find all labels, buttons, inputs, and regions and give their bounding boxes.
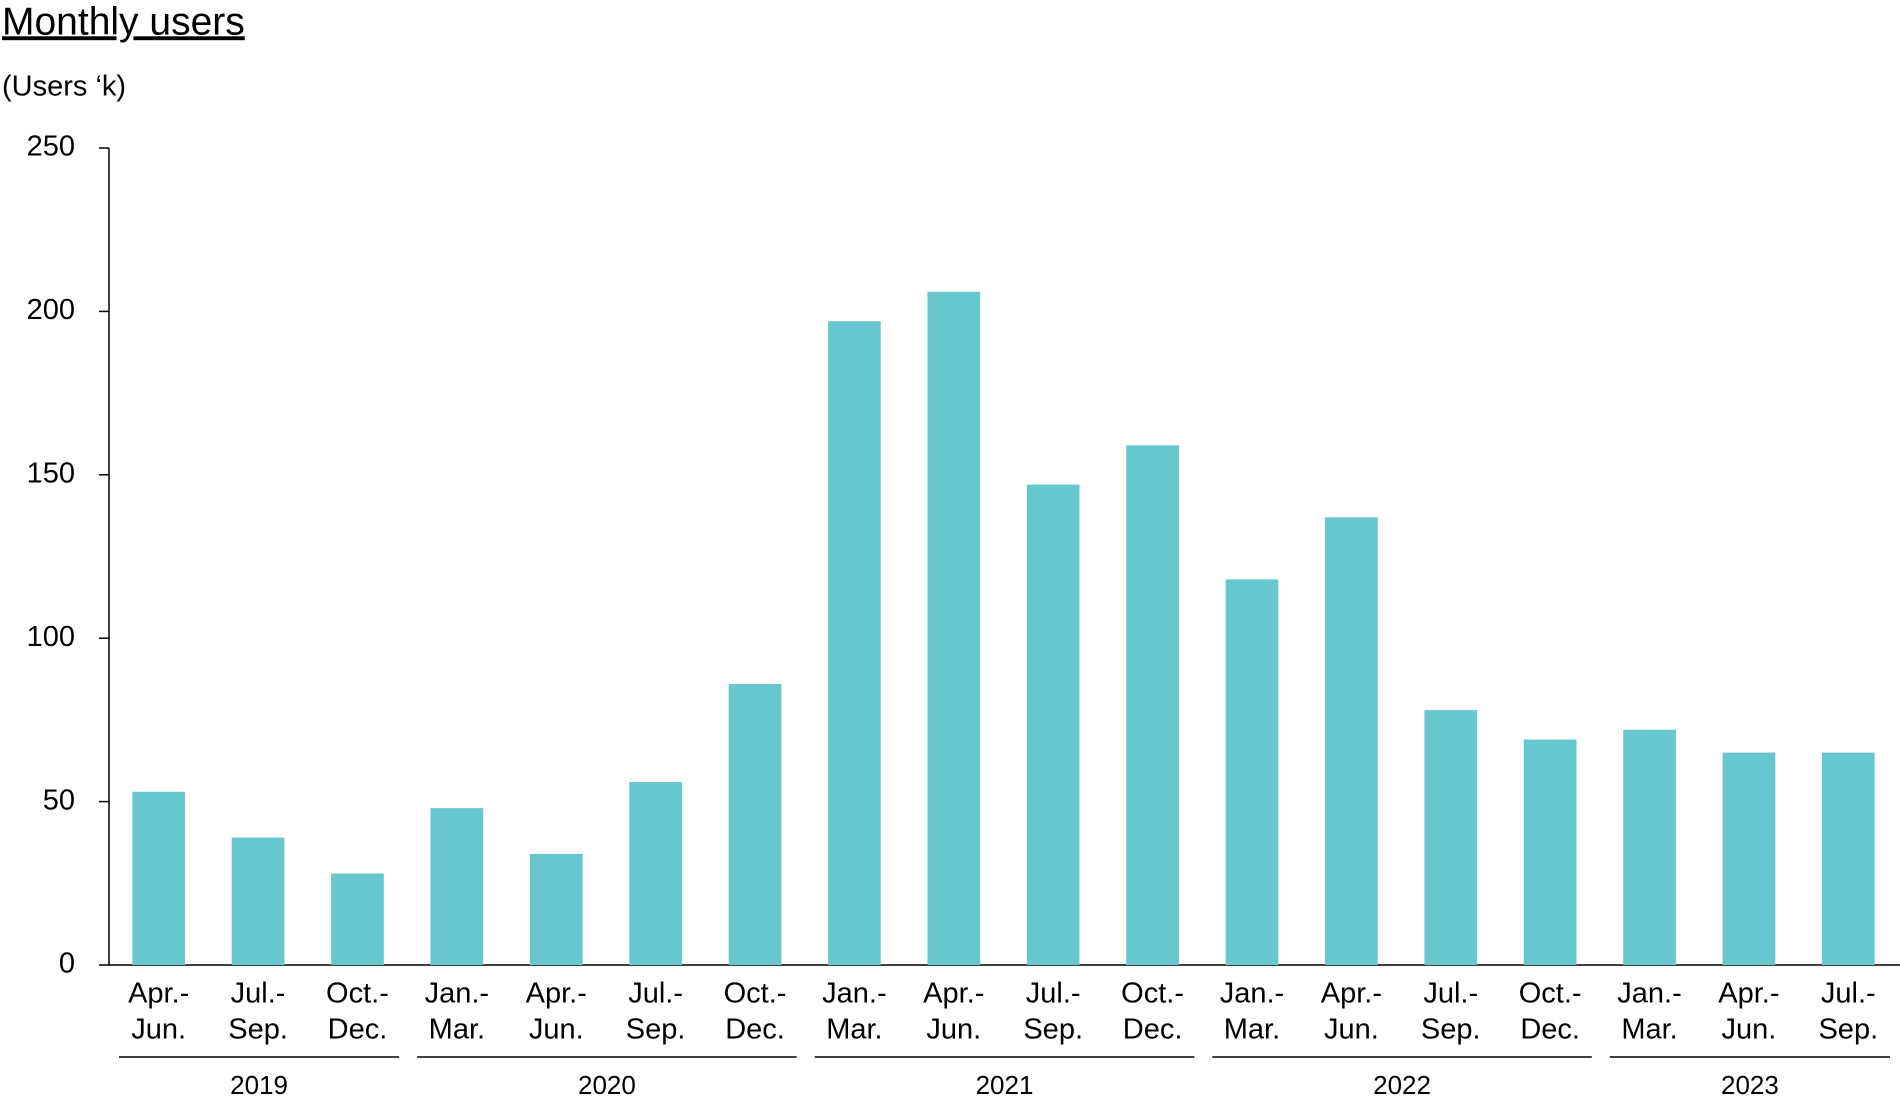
bar [1026, 484, 1080, 965]
x-tick-label: Oct.- [326, 978, 389, 1010]
x-tick-label: Sep. [228, 1014, 288, 1046]
x-tick-label: Jun. [926, 1014, 981, 1046]
x-tick-label: Jun. [1324, 1014, 1379, 1046]
bar [1821, 752, 1875, 965]
x-tick-label: Jan.- [1220, 978, 1284, 1010]
x-tick-label: Dec. [1520, 1014, 1580, 1046]
x-tick-label: Mar. [1224, 1014, 1280, 1046]
bar [132, 791, 186, 965]
bar [728, 683, 782, 965]
x-tick-label: Sep. [1818, 1014, 1878, 1046]
bar [828, 321, 881, 966]
year-label: 2020 [578, 1070, 636, 1100]
bar [430, 808, 484, 965]
x-tick-label: Apr.- [923, 978, 984, 1010]
x-tick-label: Dec. [328, 1014, 388, 1046]
bar [1623, 729, 1676, 965]
x-tick-label: Oct.- [1519, 978, 1582, 1010]
x-tick-label: Dec. [725, 1014, 785, 1046]
x-tick-label: Oct.- [1121, 978, 1184, 1010]
x-tick-label: Jul.- [231, 978, 286, 1010]
y-axis-label: (Users ‘k) [2, 71, 126, 103]
x-tick-label: Apr.- [526, 978, 587, 1010]
x-tick-label: Jul.- [1423, 978, 1478, 1010]
x-tick-label: Jan.- [1617, 978, 1681, 1010]
bar [231, 837, 285, 965]
year-label: 2022 [1373, 1070, 1431, 1100]
x-tick-label: Oct.- [724, 978, 787, 1010]
x-tick-label: Sep. [1023, 1014, 1083, 1046]
y-tick-label: 150 [27, 457, 75, 489]
x-tick-label: Dec. [1123, 1014, 1183, 1046]
x-tick-label: Apr.- [1718, 978, 1779, 1010]
bar [1225, 579, 1279, 965]
x-tick-label: Apr.- [128, 978, 189, 1010]
year-label: 2019 [230, 1070, 288, 1100]
x-tick-label: Mar. [826, 1014, 882, 1046]
bar [1325, 517, 1378, 965]
bar [629, 781, 682, 965]
x-tick-label: Jun. [529, 1014, 584, 1046]
x-tick-label: Apr.- [1321, 978, 1382, 1010]
year-label: 2023 [1721, 1070, 1779, 1100]
x-tick-label: Sep. [1421, 1014, 1481, 1046]
y-tick-label: 100 [27, 621, 75, 653]
y-tick-label: 250 [27, 131, 75, 163]
x-tick-label: Mar. [429, 1014, 485, 1046]
x-tick-label: Jun. [1722, 1014, 1777, 1046]
bar [529, 853, 583, 965]
bar [1126, 445, 1179, 965]
bar [927, 291, 981, 965]
x-tick-label: Sep. [626, 1014, 686, 1046]
x-tick-label: Jan.- [425, 978, 489, 1010]
x-tick-label: Jul.- [1026, 978, 1081, 1010]
bar [1523, 739, 1577, 965]
chart-title: Monthly users [2, 0, 245, 43]
x-tick-label: Jan.- [822, 978, 886, 1010]
y-tick-label: 0 [59, 948, 75, 980]
y-tick-label: 200 [27, 294, 75, 326]
bar [331, 873, 384, 965]
x-tick-label: Jul.- [1821, 978, 1876, 1010]
bar [1722, 752, 1776, 965]
x-tick-label: Mar. [1621, 1014, 1677, 1046]
bar [1424, 710, 1478, 965]
x-tick-label: Jun. [131, 1014, 186, 1046]
y-tick-label: 50 [43, 784, 75, 816]
x-tick-label: Jul.- [628, 978, 683, 1010]
year-label: 2021 [976, 1070, 1034, 1100]
